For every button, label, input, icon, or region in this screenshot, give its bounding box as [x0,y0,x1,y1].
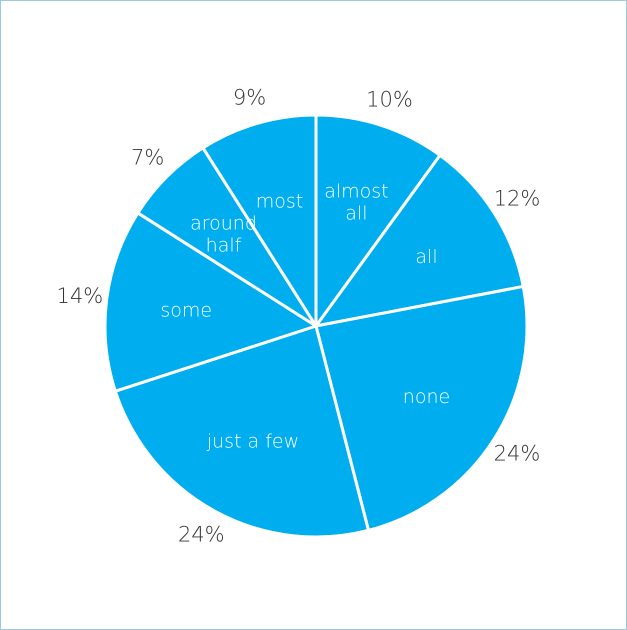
percent-label-all: 12% [494,187,541,211]
slice-label-around-half: around half [190,213,257,257]
pie-slice-almost-all [314,113,442,328]
percent-label-some: 14% [57,284,104,308]
slice-label-line: just a few [206,431,299,453]
percent-label-none: 24% [494,442,541,466]
pie-slice-just-a-few [113,324,370,539]
pie-slice-some [103,211,318,393]
percent-label-most: 9% [233,86,266,110]
slice-label-line: some [160,300,212,322]
slice-label-all: all [415,246,437,268]
slice-label-none: none [403,386,450,408]
slice-label-line: all [415,246,437,268]
slice-label-line: most [256,190,303,212]
slice-label-almost-all: almost all [324,181,388,225]
percent-label-almost-all: 10% [366,88,413,112]
slice-label-line: all [345,203,367,225]
pie-slice-most [201,113,318,328]
slice-label-line: half [206,235,242,257]
percent-label-around-half: 7% [131,146,164,170]
slice-label-line: around [190,213,257,235]
slice-label-just-a-few: just a few [206,431,299,453]
slice-label-most: most [256,190,303,212]
slice-label-line: none [403,386,450,408]
slice-label-some: some [160,300,212,322]
pie-slice-all [314,153,525,328]
pie-slice-none [314,284,529,532]
slice-label-line: almost [324,181,388,203]
percent-label-just-a-few: 24% [178,523,225,547]
